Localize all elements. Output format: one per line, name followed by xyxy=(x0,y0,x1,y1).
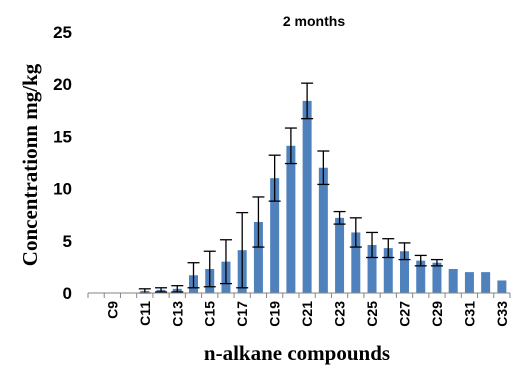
x-tick-label: C23 xyxy=(332,301,348,327)
x-axis-label: n-alkane compounds xyxy=(204,341,390,365)
y-tick-label: 0 xyxy=(63,284,72,303)
error-bar-C26 xyxy=(382,238,395,259)
error-bar-C29 xyxy=(430,258,443,267)
x-tick-label: C27 xyxy=(397,301,413,327)
error-bar-C19 xyxy=(268,154,281,202)
error-bar-C16 xyxy=(219,239,232,285)
x-tick-label: C33 xyxy=(494,301,510,327)
bar-C21 xyxy=(302,100,312,294)
bar-C19 xyxy=(270,178,280,293)
x-tick-label: C15 xyxy=(202,301,218,327)
x-tick-label: C13 xyxy=(169,301,185,327)
error-bar-C25 xyxy=(366,231,379,259)
x-tick-label: C21 xyxy=(299,301,315,327)
y-axis-ticks: 0 5 10 15 20 25 xyxy=(53,23,72,303)
error-bar-C14 xyxy=(187,262,200,289)
bar-C32 xyxy=(481,272,491,293)
bar-C22 xyxy=(318,167,328,293)
chart-title: 2 months xyxy=(283,13,345,29)
y-tick-label: 25 xyxy=(53,23,72,42)
x-tick-label: C19 xyxy=(267,301,283,327)
error-bar-C15 xyxy=(203,250,216,288)
bar-C28 xyxy=(416,260,426,293)
error-bars xyxy=(138,82,443,294)
y-tick-label: 5 xyxy=(63,232,72,251)
error-bar-C13 xyxy=(171,285,184,293)
bar-C29 xyxy=(432,262,442,293)
error-bar-C17 xyxy=(236,211,249,289)
bar-C27 xyxy=(400,251,409,293)
error-bar-C20 xyxy=(284,127,297,165)
y-axis-label: Concentrationn mg/kg xyxy=(18,63,42,266)
bar-C20 xyxy=(286,145,296,293)
error-bar-C12 xyxy=(155,287,168,293)
x-tick-label: C25 xyxy=(364,301,380,327)
bar-series xyxy=(140,100,507,294)
bar-C23 xyxy=(335,217,345,293)
x-tick-label: C17 xyxy=(234,301,250,327)
error-bar-C28 xyxy=(414,254,427,267)
bar-C33 xyxy=(497,280,507,293)
y-tick-label: 20 xyxy=(53,75,72,94)
error-bar-C21 xyxy=(301,82,314,120)
y-tick-label: 10 xyxy=(53,180,72,199)
x-tick-label: C31 xyxy=(461,301,477,327)
bar-C30 xyxy=(448,268,458,293)
x-axis-ticks: C9 C11 C13 C15 C17 C19 C21 C23 C25 C27 C29 C31 C33 xyxy=(87,293,511,327)
bar-C31 xyxy=(464,272,474,293)
bar-C25 xyxy=(367,244,377,293)
bar-C24 xyxy=(351,232,361,293)
bar-C18 xyxy=(253,222,263,293)
x-tick-label: C29 xyxy=(429,301,445,327)
y-tick-label: 15 xyxy=(53,127,72,146)
bar-C26 xyxy=(383,248,393,293)
error-bar-C22 xyxy=(317,150,330,186)
error-bar-C23 xyxy=(333,210,346,225)
x-tick-label: C9 xyxy=(104,301,120,319)
error-bar-C27 xyxy=(398,242,411,261)
error-bar-C24 xyxy=(349,217,362,248)
error-bar-C18 xyxy=(252,196,265,248)
x-tick-label: C11 xyxy=(137,301,153,326)
